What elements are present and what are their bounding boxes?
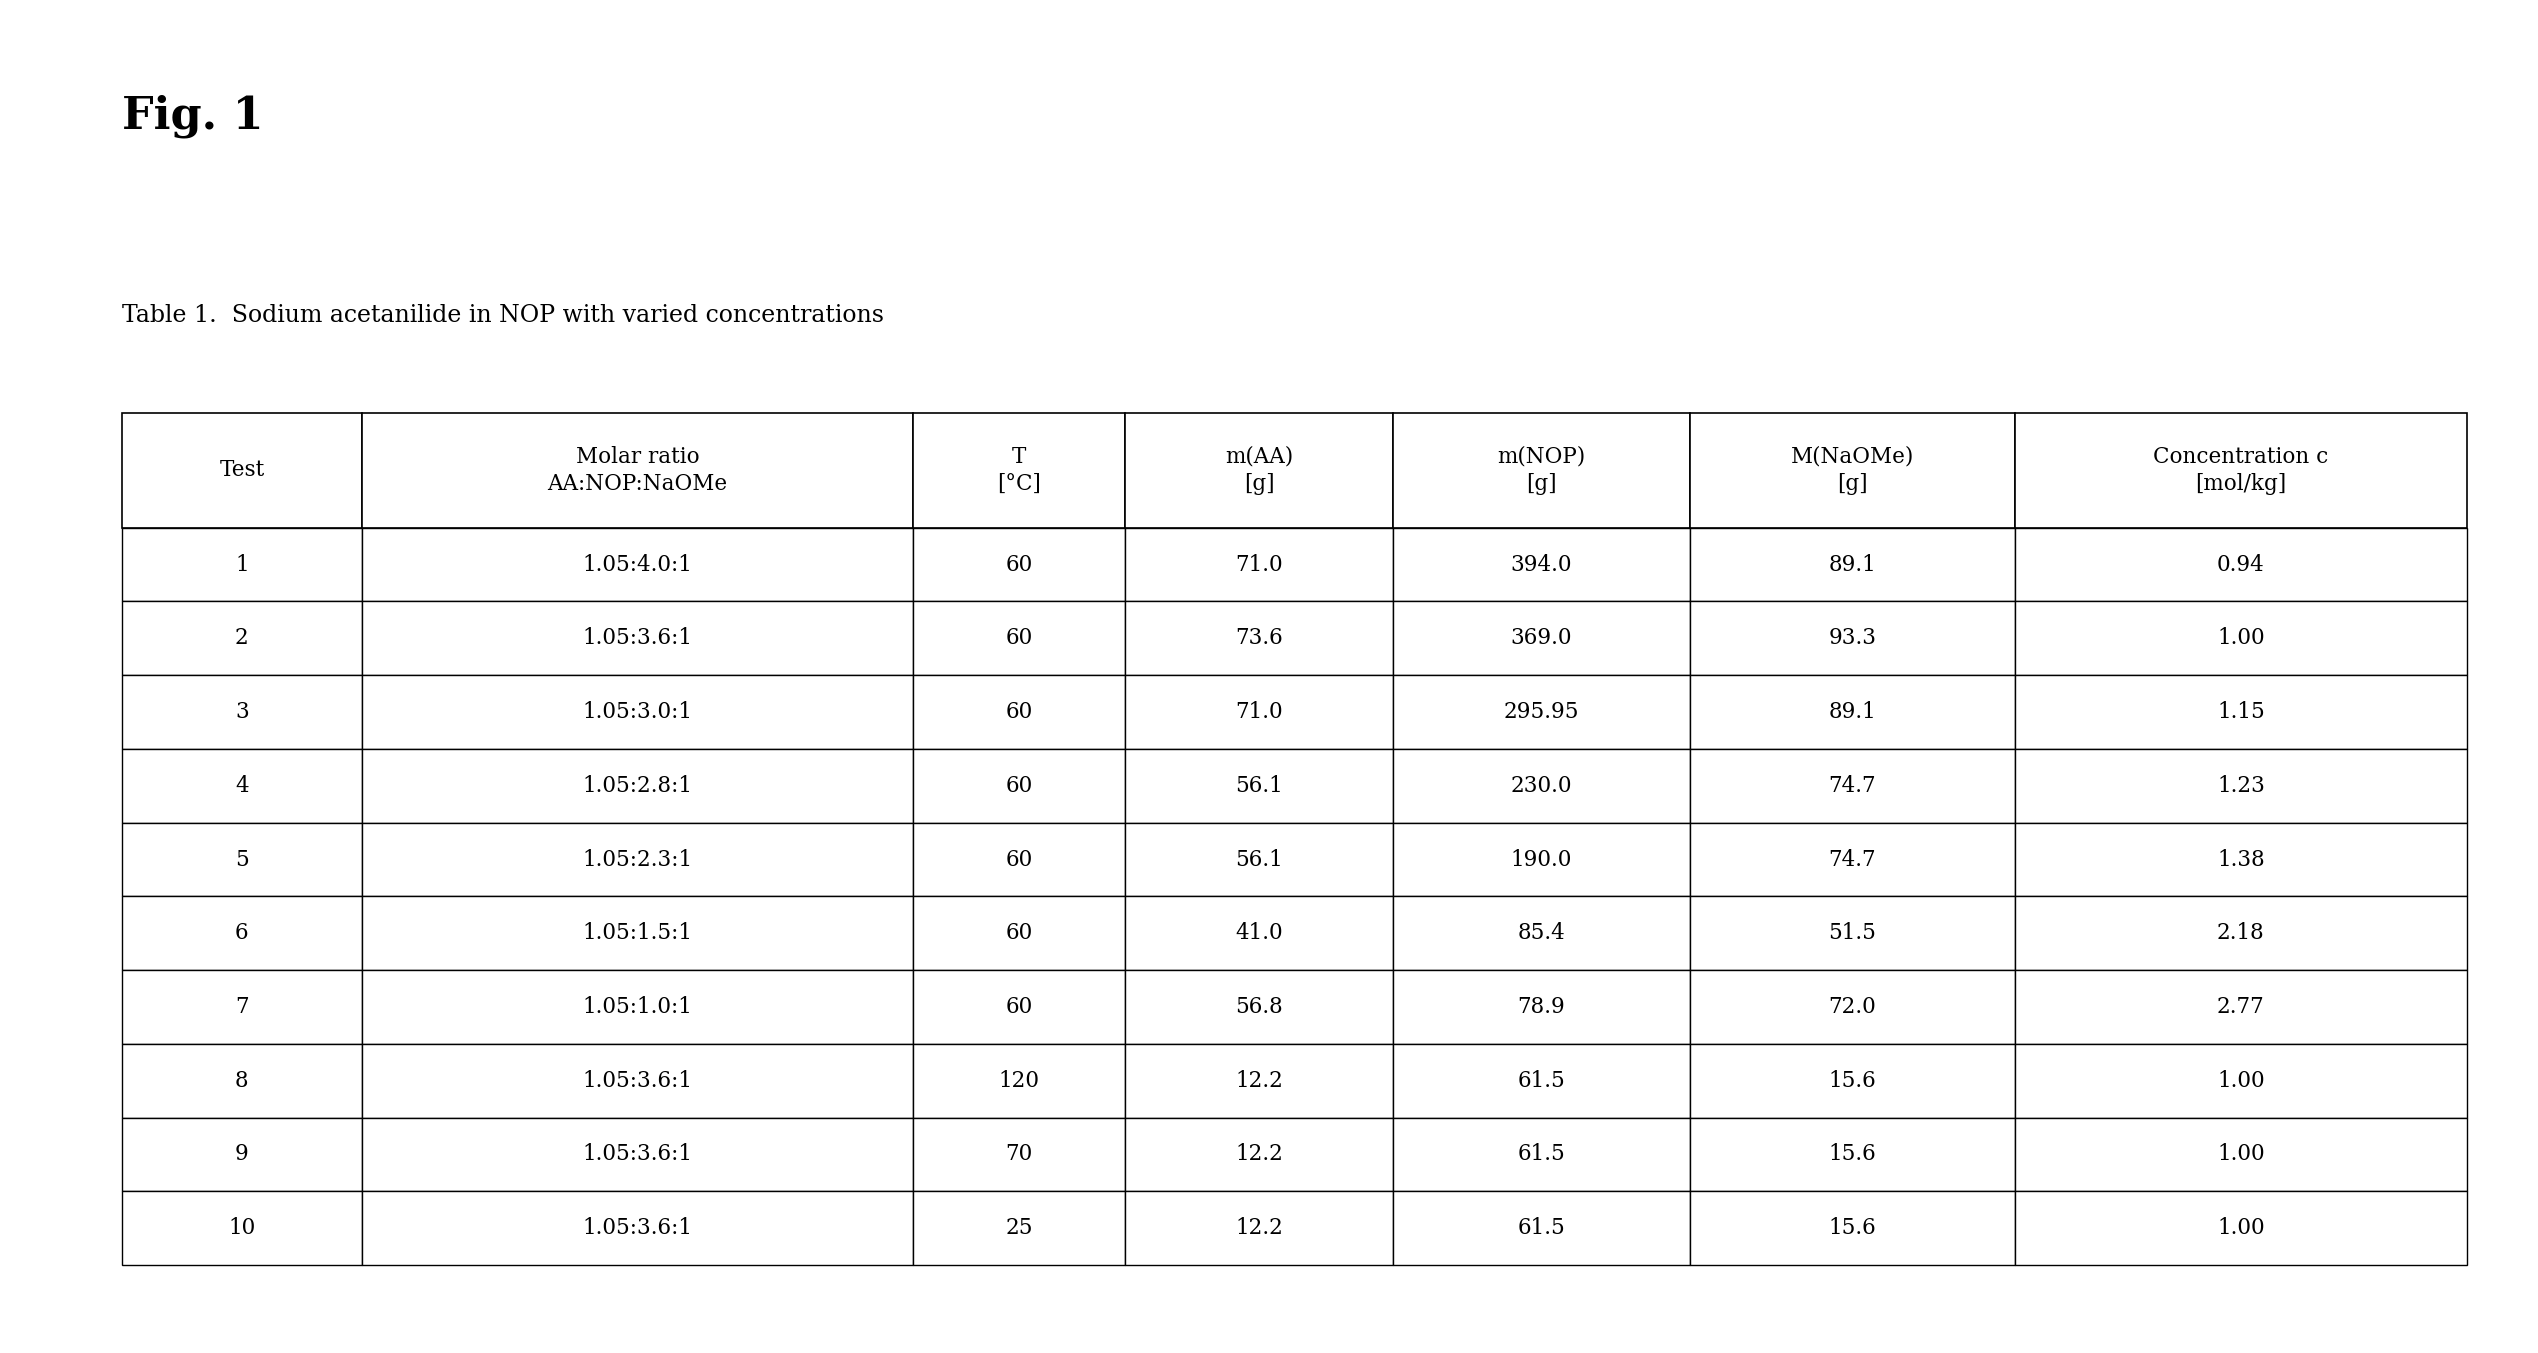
Text: 89.1: 89.1 — [1827, 553, 1876, 575]
Text: 1.00: 1.00 — [2218, 1143, 2264, 1165]
Text: 73.6: 73.6 — [1236, 628, 1282, 649]
Text: 1.05:3.6:1: 1.05:3.6:1 — [581, 628, 693, 649]
Text: Concentration c
[mol/kg]: Concentration c [mol/kg] — [2152, 445, 2327, 495]
Text: Molar ratio
AA:NOP:NaOMe: Molar ratio AA:NOP:NaOMe — [548, 445, 728, 495]
Text: 1.05:1.5:1: 1.05:1.5:1 — [581, 923, 693, 944]
Text: 60: 60 — [1005, 996, 1033, 1017]
Text: 60: 60 — [1005, 923, 1033, 944]
Text: 25: 25 — [1005, 1218, 1033, 1239]
Text: 41.0: 41.0 — [1236, 923, 1282, 944]
Text: 60: 60 — [1005, 701, 1033, 723]
Text: 12.2: 12.2 — [1236, 1143, 1284, 1165]
Text: 4: 4 — [236, 775, 249, 797]
Text: 60: 60 — [1005, 848, 1033, 870]
Text: 8: 8 — [236, 1070, 249, 1092]
Text: 74.7: 74.7 — [1827, 775, 1876, 797]
Text: 295.95: 295.95 — [1505, 701, 1579, 723]
Text: 70: 70 — [1005, 1143, 1033, 1165]
Text: 7: 7 — [236, 996, 249, 1017]
Text: 2: 2 — [236, 628, 249, 649]
Text: m(NOP)
[g]: m(NOP) [g] — [1497, 445, 1586, 495]
Text: 6: 6 — [236, 923, 249, 944]
Text: 1.05:3.6:1: 1.05:3.6:1 — [581, 1070, 693, 1092]
Text: 1.00: 1.00 — [2218, 628, 2264, 649]
Text: 15.6: 15.6 — [1827, 1143, 1876, 1165]
Text: 60: 60 — [1005, 628, 1033, 649]
Text: 51.5: 51.5 — [1827, 923, 1876, 944]
Text: 56.1: 56.1 — [1236, 848, 1282, 870]
Text: Table 1.  Sodium acetanilide in NOP with varied concentrations: Table 1. Sodium acetanilide in NOP with … — [122, 304, 883, 327]
Text: 71.0: 71.0 — [1236, 701, 1282, 723]
Text: 56.8: 56.8 — [1236, 996, 1282, 1017]
Text: 2.18: 2.18 — [2218, 923, 2264, 944]
Text: 9: 9 — [236, 1143, 249, 1165]
Text: 369.0: 369.0 — [1510, 628, 1574, 649]
Text: Test: Test — [218, 459, 264, 482]
Text: 61.5: 61.5 — [1518, 1070, 1566, 1092]
Text: 1.15: 1.15 — [2218, 701, 2264, 723]
Text: 12.2: 12.2 — [1236, 1070, 1284, 1092]
Text: 72.0: 72.0 — [1827, 996, 1876, 1017]
Text: T
[°C]: T [°C] — [997, 445, 1041, 495]
Text: 1.05:4.0:1: 1.05:4.0:1 — [584, 553, 693, 575]
Text: 5: 5 — [236, 848, 249, 870]
Text: 71.0: 71.0 — [1236, 553, 1282, 575]
Text: m(AA)
[g]: m(AA) [g] — [1226, 445, 1294, 495]
Text: M(NaOMe)
[g]: M(NaOMe) [g] — [1792, 445, 1914, 495]
Text: 0.94: 0.94 — [2218, 553, 2264, 575]
Text: 1: 1 — [236, 553, 249, 575]
Text: 12.2: 12.2 — [1236, 1218, 1284, 1239]
Text: 1.05:3.0:1: 1.05:3.0:1 — [581, 701, 693, 723]
Text: 1.38: 1.38 — [2218, 848, 2264, 870]
Text: 1.00: 1.00 — [2218, 1070, 2264, 1092]
Text: 74.7: 74.7 — [1827, 848, 1876, 870]
Text: 61.5: 61.5 — [1518, 1218, 1566, 1239]
Text: 15.6: 15.6 — [1827, 1070, 1876, 1092]
Text: 56.1: 56.1 — [1236, 775, 1282, 797]
Text: 1.05:3.6:1: 1.05:3.6:1 — [581, 1143, 693, 1165]
Text: 60: 60 — [1005, 553, 1033, 575]
Text: 78.9: 78.9 — [1518, 996, 1566, 1017]
Text: 3: 3 — [236, 701, 249, 723]
Text: 120: 120 — [997, 1070, 1041, 1092]
Text: 1.23: 1.23 — [2218, 775, 2264, 797]
Text: 1.05:2.8:1: 1.05:2.8:1 — [581, 775, 693, 797]
Text: 60: 60 — [1005, 775, 1033, 797]
Text: 1.05:3.6:1: 1.05:3.6:1 — [581, 1218, 693, 1239]
Text: Fig. 1: Fig. 1 — [122, 95, 264, 138]
Text: 1.05:2.3:1: 1.05:2.3:1 — [581, 848, 693, 870]
Text: 394.0: 394.0 — [1510, 553, 1574, 575]
Text: 89.1: 89.1 — [1827, 701, 1876, 723]
Text: 2.77: 2.77 — [2218, 996, 2264, 1017]
Text: 15.6: 15.6 — [1827, 1218, 1876, 1239]
Text: 61.5: 61.5 — [1518, 1143, 1566, 1165]
Text: 85.4: 85.4 — [1518, 923, 1566, 944]
Text: 93.3: 93.3 — [1827, 628, 1876, 649]
Text: 190.0: 190.0 — [1510, 848, 1574, 870]
Text: 230.0: 230.0 — [1510, 775, 1574, 797]
Text: 1.05:1.0:1: 1.05:1.0:1 — [584, 996, 693, 1017]
Text: 10: 10 — [228, 1218, 256, 1239]
Text: 1.00: 1.00 — [2218, 1218, 2264, 1239]
